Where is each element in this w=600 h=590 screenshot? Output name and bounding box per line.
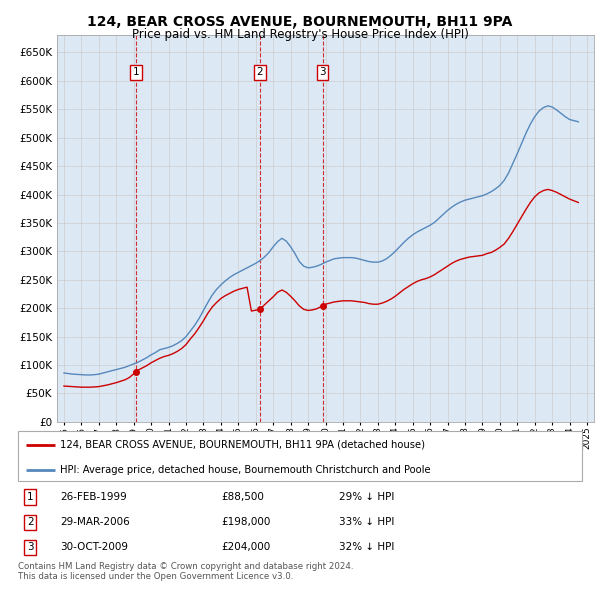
Text: 2: 2 [257,67,263,77]
Text: 1: 1 [133,67,140,77]
Text: 29% ↓ HPI: 29% ↓ HPI [340,492,395,502]
Text: £198,000: £198,000 [221,517,271,527]
Text: 32% ↓ HPI: 32% ↓ HPI [340,542,395,552]
Text: This data is licensed under the Open Government Licence v3.0.: This data is licensed under the Open Gov… [18,572,293,581]
Text: 26-FEB-1999: 26-FEB-1999 [60,492,127,502]
Text: £204,000: £204,000 [221,542,270,552]
Text: 29-MAR-2006: 29-MAR-2006 [60,517,130,527]
Text: Price paid vs. HM Land Registry's House Price Index (HPI): Price paid vs. HM Land Registry's House … [131,28,469,41]
Text: 1: 1 [27,492,34,502]
Text: 124, BEAR CROSS AVENUE, BOURNEMOUTH, BH11 9PA (detached house): 124, BEAR CROSS AVENUE, BOURNEMOUTH, BH1… [60,440,425,450]
Text: £88,500: £88,500 [221,492,264,502]
Text: 124, BEAR CROSS AVENUE, BOURNEMOUTH, BH11 9PA: 124, BEAR CROSS AVENUE, BOURNEMOUTH, BH1… [88,15,512,29]
Text: 2: 2 [27,517,34,527]
Text: HPI: Average price, detached house, Bournemouth Christchurch and Poole: HPI: Average price, detached house, Bour… [60,465,431,475]
Text: 3: 3 [27,542,34,552]
Text: 33% ↓ HPI: 33% ↓ HPI [340,517,395,527]
Text: Contains HM Land Registry data © Crown copyright and database right 2024.: Contains HM Land Registry data © Crown c… [18,562,353,571]
Text: 3: 3 [319,67,326,77]
Text: 30-OCT-2009: 30-OCT-2009 [60,542,128,552]
